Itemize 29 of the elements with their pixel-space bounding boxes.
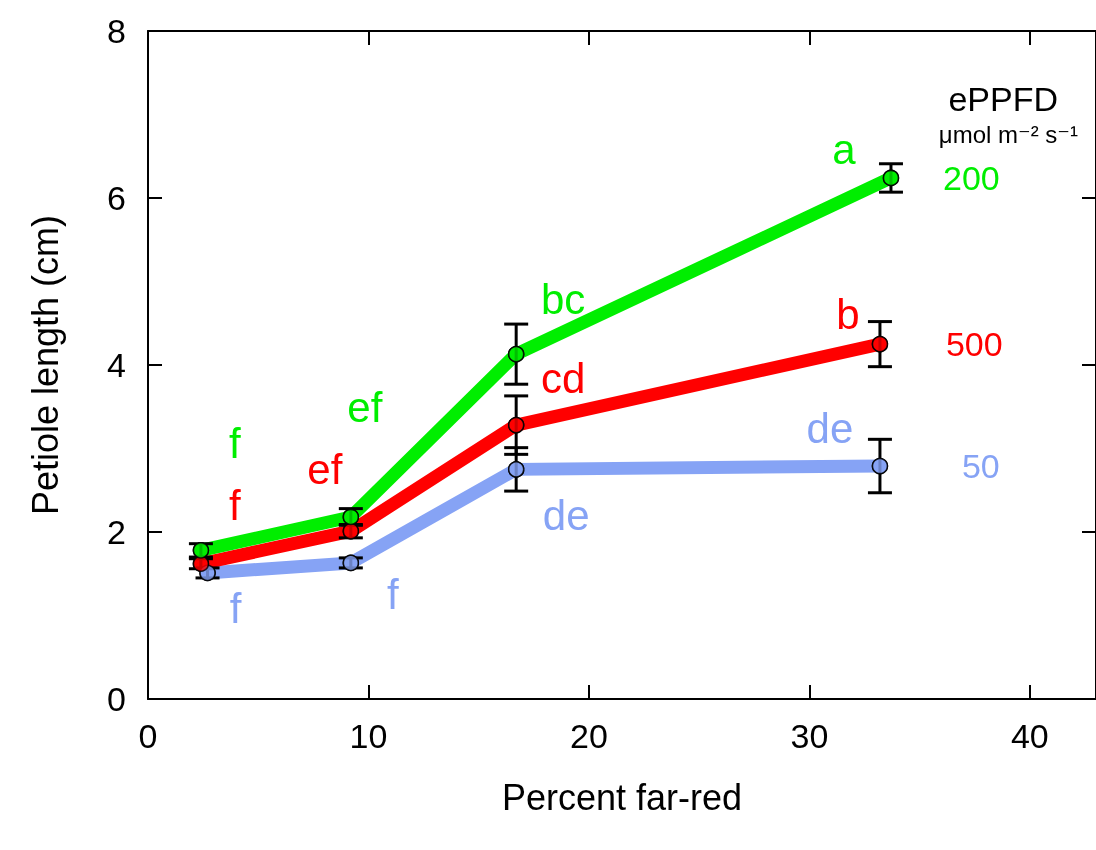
data-label: f	[229, 419, 242, 467]
x-tick-label: 10	[349, 717, 388, 755]
y-tick-label: 6	[107, 179, 126, 217]
series-label: 200	[942, 158, 1000, 197]
data-label: de	[806, 404, 854, 452]
data-label: f	[229, 482, 242, 530]
data-label: cd	[541, 354, 586, 402]
legend-label: 500	[945, 325, 1003, 364]
data-label: ef	[347, 384, 383, 432]
data-label: bc	[541, 275, 586, 323]
y-axis-title: Petiole length (cm)	[24, 214, 66, 516]
x-axis-title: Percent far-red	[501, 776, 743, 818]
data-label: de	[542, 491, 590, 539]
x-tick-label: 40	[1010, 717, 1049, 755]
annotation: μmol m⁻² s⁻¹	[938, 120, 1079, 148]
data-label: b	[836, 290, 860, 338]
y-tick-label: 8	[107, 12, 126, 50]
data-label: ef	[307, 445, 343, 493]
data-label: f	[229, 585, 242, 633]
x-tick-label: 20	[570, 717, 608, 755]
data-label: f	[386, 571, 399, 619]
y-tick-label: 0	[107, 680, 126, 718]
x-tick-label: 0	[138, 717, 158, 755]
x-tick-label: 30	[790, 717, 829, 755]
text: 50	[961, 447, 1000, 486]
legend-title: ePPFD	[948, 80, 1059, 118]
data-label: a	[832, 126, 857, 174]
y-tick-label: 4	[107, 346, 126, 384]
y-tick-label: 2	[107, 513, 126, 551]
